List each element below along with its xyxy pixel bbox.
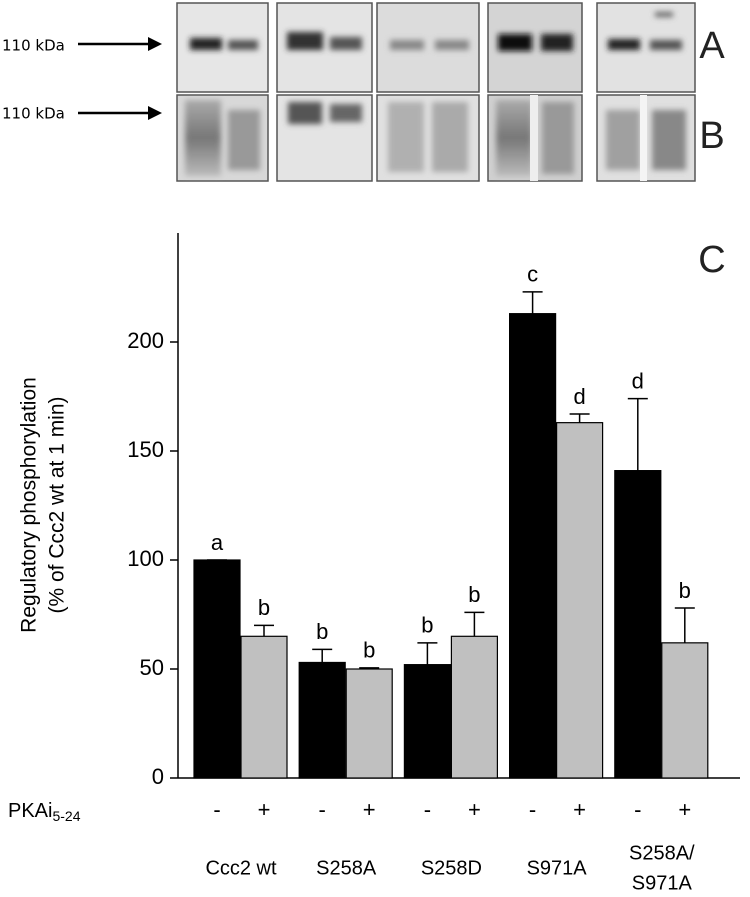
bar bbox=[193, 559, 241, 779]
bar bbox=[614, 470, 662, 779]
error-bar bbox=[522, 291, 543, 314]
x-tick-label: S971A bbox=[632, 872, 693, 894]
y-tick-label: 50 bbox=[140, 655, 164, 680]
significance-letter: b bbox=[258, 595, 270, 620]
treatment-label-text: PKAi bbox=[8, 800, 52, 822]
y-axis-label-line: Regulatory phosphorylation bbox=[18, 377, 41, 633]
y-tick-label: 200 bbox=[127, 328, 164, 353]
bar bbox=[661, 642, 709, 779]
treatment-sign: - bbox=[634, 797, 641, 822]
treatment-sign: + bbox=[678, 797, 691, 822]
significance-letter: d bbox=[632, 368, 644, 393]
x-tick-label: Ccc2 wt bbox=[205, 857, 277, 879]
x-tick-label: S971A bbox=[527, 857, 588, 879]
treatment-sign: - bbox=[424, 797, 431, 822]
significance-letter: c bbox=[527, 262, 538, 287]
y-axis-label-line: (% of Ccc2 wt at 1 min) bbox=[46, 396, 69, 613]
x-tick-label: S258A bbox=[316, 857, 377, 879]
bar bbox=[240, 635, 288, 779]
x-tick-label: S258A/ bbox=[629, 842, 695, 864]
error-bar bbox=[359, 667, 380, 669]
panel-letter: A bbox=[699, 25, 725, 67]
y-axis-label: Regulatory phosphorylation (% of Ccc2 wt… bbox=[18, 377, 69, 633]
significance-letter: a bbox=[211, 530, 224, 555]
significance-letter: d bbox=[573, 384, 585, 409]
significance-letter: b bbox=[363, 638, 375, 663]
treatment-sign: + bbox=[258, 797, 271, 822]
error-bar bbox=[254, 624, 274, 637]
treatment-label-subscript: 5-24 bbox=[52, 808, 80, 824]
panel-letter: C bbox=[698, 239, 725, 281]
bar bbox=[298, 661, 346, 779]
bar bbox=[345, 668, 393, 779]
treatment-sign: - bbox=[319, 797, 326, 822]
significance-letter: b bbox=[468, 582, 480, 607]
error-bar bbox=[417, 642, 438, 665]
error-bar bbox=[569, 413, 590, 423]
treatment-sign: + bbox=[468, 797, 481, 822]
y-tick-label: 0 bbox=[152, 764, 164, 789]
y-tick-label: 100 bbox=[127, 546, 164, 571]
error-bar bbox=[674, 607, 695, 643]
significance-letter: b bbox=[679, 578, 691, 603]
arrow bbox=[78, 37, 162, 120]
y-tick-label: 150 bbox=[127, 437, 164, 462]
bar bbox=[555, 422, 604, 779]
significance-letter: b bbox=[316, 619, 328, 644]
bar bbox=[450, 635, 498, 779]
treatment-sign: + bbox=[363, 797, 376, 822]
treatment-sign: + bbox=[573, 797, 586, 822]
treatment-sign: - bbox=[213, 797, 220, 822]
bar bbox=[403, 664, 451, 779]
blot-label: 110 kDa bbox=[2, 37, 65, 55]
error-bar bbox=[464, 611, 485, 637]
x-tick-label: S258D bbox=[421, 857, 482, 879]
blot-b bbox=[176, 94, 696, 182]
treatment-sign: - bbox=[529, 797, 536, 822]
blot-a bbox=[176, 2, 696, 93]
error-bar bbox=[627, 397, 648, 471]
treatment-label: PKAi5-24 bbox=[8, 800, 81, 823]
error-bar bbox=[312, 648, 333, 663]
blot-label: 110 kDa bbox=[2, 105, 65, 123]
panel-letter: B bbox=[699, 115, 724, 157]
bar bbox=[509, 313, 557, 779]
significance-letter: b bbox=[421, 613, 433, 638]
